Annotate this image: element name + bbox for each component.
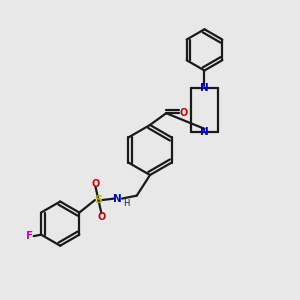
Text: S: S — [94, 195, 103, 205]
Text: F: F — [26, 231, 33, 241]
Text: O: O — [180, 108, 188, 118]
Text: O: O — [92, 178, 100, 189]
Text: N: N — [113, 194, 122, 204]
Text: O: O — [97, 212, 106, 221]
Text: N: N — [200, 83, 209, 93]
Text: N: N — [200, 127, 209, 137]
Text: H: H — [123, 199, 129, 208]
